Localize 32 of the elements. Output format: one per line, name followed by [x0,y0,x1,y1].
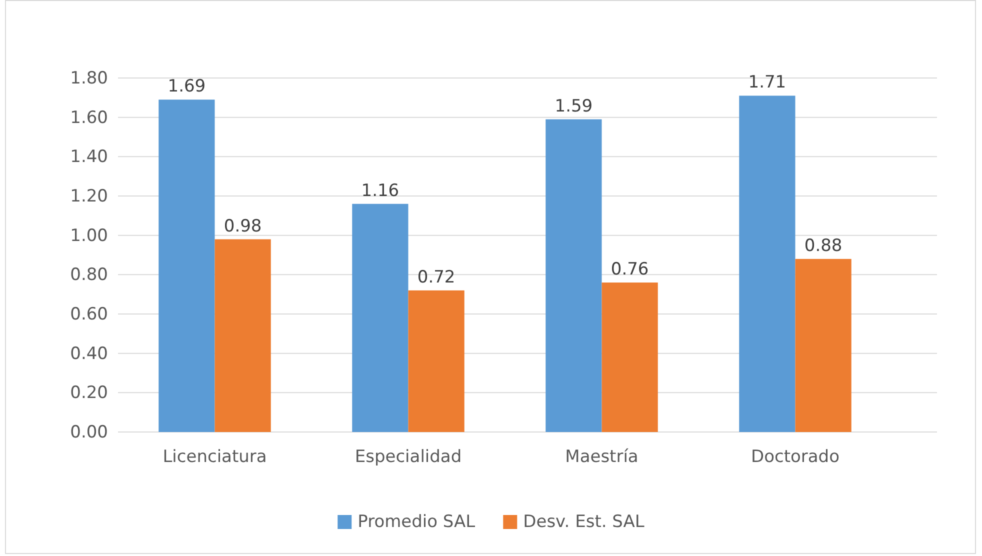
bar [602,282,658,432]
y-tick-label: 0.40 [70,344,108,364]
data-label: 1.59 [554,96,593,116]
x-tick-label: Doctorado [750,447,840,468]
y-tick-label: 0.20 [70,383,108,404]
x-tick-label: Especialidad [354,447,462,468]
x-tick-label: Maestría [565,447,638,468]
data-label: 0.98 [224,216,262,236]
y-tick-label: 0.60 [70,304,108,324]
legend-label: Desv. Est. SAL [523,512,645,532]
legend-label: Promedio SAL [358,512,476,532]
bar [795,258,852,432]
data-label: 1.71 [748,72,786,93]
data-label: 0.72 [417,267,456,288]
y-tick-label: 1.20 [70,186,108,206]
bar [546,119,602,432]
y-tick-label: 0.00 [70,422,108,442]
bar [408,290,464,432]
data-label: 0.76 [610,260,649,280]
data-label: 1.16 [361,180,400,201]
y-tick-label: 1.60 [70,108,108,128]
y-tick-label: 1.40 [70,147,108,168]
y-tick-label: 1.80 [70,68,108,88]
bar [158,100,215,432]
bar [739,96,796,432]
data-label: 0.88 [804,236,842,256]
y-tick-label: 1.00 [70,226,108,246]
x-tick-label: Licenciatura [162,447,267,468]
data-label: 1.69 [168,76,206,97]
y-tick-label: 0.80 [70,265,108,286]
bar [214,239,271,432]
bar [352,204,408,432]
